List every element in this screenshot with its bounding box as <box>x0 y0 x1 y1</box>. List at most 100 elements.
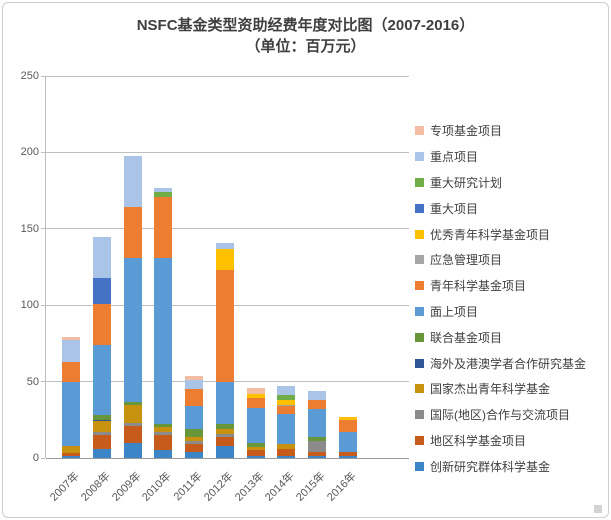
bar-segment-2012年-青年科学基金项目[interactable] <box>215 270 234 382</box>
bar-segment-2015年-重点项目[interactable] <box>308 390 326 400</box>
bar-segment-2007年-重点项目[interactable] <box>62 340 80 362</box>
legend-item-地区科学基金项目[interactable]: 地区科学基金项目 <box>415 428 605 454</box>
bar-segment-2016年-青年科学基金项目[interactable] <box>338 419 357 433</box>
legend-item-海外及港澳学者合作研究基金[interactable]: 海外及港澳学者合作研究基金 <box>415 350 605 376</box>
bar-segment-2013年-国家杰出青年科学基金[interactable] <box>246 447 265 451</box>
bar-segment-2010年-创新研究群体科学基金[interactable] <box>154 450 173 458</box>
bar-segment-2010年-重点项目[interactable] <box>154 187 173 193</box>
legend-item-青年科学基金项目[interactable]: 青年科学基金项目 <box>415 273 605 299</box>
bar-segment-2011年-青年科学基金项目[interactable] <box>185 389 203 407</box>
bar-segment-2008年-重点项目[interactable] <box>92 236 111 278</box>
bar-segment-2014年-应急管理项目[interactable] <box>277 404 296 407</box>
bar-segment-2016年-面上项目[interactable] <box>338 432 357 452</box>
bar-segment-2013年-专项基金项目[interactable] <box>246 387 265 394</box>
legend-item-面上项目[interactable]: 面上项目 <box>415 299 605 325</box>
bar-segment-2012年-面上项目[interactable] <box>215 381 234 425</box>
bar-segment-2015年-国际(地区)合作与交流项目[interactable] <box>308 441 326 452</box>
bar-segment-2015年-面上项目[interactable] <box>308 409 326 437</box>
bar-segment-2015年-青年科学基金项目[interactable] <box>308 399 326 410</box>
bar-segment-2015年-创新研究群体科学基金[interactable] <box>308 456 326 458</box>
bar-segment-2013年-青年科学基金项目[interactable] <box>246 398 265 408</box>
bar-segment-2008年-创新研究群体科学基金[interactable] <box>92 448 111 458</box>
bar-segment-2011年-创新研究群体科学基金[interactable] <box>185 451 203 458</box>
bar-segment-2016年-地区科学基金项目[interactable] <box>338 451 357 457</box>
bar-segment-2013年-优秀青年科学基金项目[interactable] <box>246 393 265 399</box>
legend-item-优秀青年科学基金项目[interactable]: 优秀青年科学基金项目 <box>415 221 605 247</box>
bar-segment-2009年-国际(地区)合作与交流项目[interactable] <box>123 422 142 426</box>
bar-segment-2010年-国际(地区)合作与交流项目[interactable] <box>154 432 173 436</box>
bar-segment-2007年-国家杰出青年科学基金[interactable] <box>62 445 80 454</box>
bar-segment-2011年-国家杰出青年科学基金[interactable] <box>185 436 203 442</box>
bar-segment-2012年-重点项目[interactable] <box>215 242 234 249</box>
bar-segment-2010年-重大研究计划[interactable] <box>154 192 173 197</box>
bar-segment-2007年-青年科学基金项目[interactable] <box>62 361 80 382</box>
bar-segment-2010年-面上项目[interactable] <box>154 257 173 425</box>
bar-segment-2008年-重大项目[interactable] <box>92 277 111 304</box>
bar-segment-2009年-青年科学基金项目[interactable] <box>123 207 142 258</box>
bar-segment-2011年-专项基金项目[interactable] <box>185 375 203 381</box>
bar-segment-2008年-面上项目[interactable] <box>92 344 111 416</box>
bar-segment-2012年-创新研究群体科学基金[interactable] <box>215 445 234 458</box>
bar-segment-2014年-创新研究群体科学基金[interactable] <box>277 456 296 458</box>
bar-segment-2013年-创新研究群体科学基金[interactable] <box>246 456 265 458</box>
bar-segment-2010年-地区科学基金项目[interactable] <box>154 435 173 451</box>
bar-2016年 <box>338 416 357 458</box>
corner-artifact <box>594 505 602 513</box>
bar-segment-2009年-联合基金项目[interactable] <box>123 401 142 405</box>
bar-segment-2012年-优秀青年科学基金项目[interactable] <box>215 248 234 271</box>
bar-segment-2007年-专项基金项目[interactable] <box>62 337 80 341</box>
bar-segment-2012年-联合基金项目[interactable] <box>215 424 234 429</box>
bar-segment-2010年-青年科学基金项目[interactable] <box>154 196 173 258</box>
bar-segment-2011年-重点项目[interactable] <box>185 380 203 390</box>
bar-segment-2008年-地区科学基金项目[interactable] <box>92 435 111 449</box>
bar-segment-2011年-地区科学基金项目[interactable] <box>185 444 203 452</box>
bar-segment-2011年-面上项目[interactable] <box>185 406 203 430</box>
legend-item-国家杰出青年科学基金[interactable]: 国家杰出青年科学基金 <box>415 376 605 402</box>
bar-segment-2012年-国际(地区)合作与交流项目[interactable] <box>215 433 234 437</box>
bar-segment-2016年-创新研究群体科学基金[interactable] <box>338 456 357 458</box>
bar-segment-2009年-面上项目[interactable] <box>123 257 142 402</box>
bar-segment-2008年-青年科学基金项目[interactable] <box>92 303 111 345</box>
y-axis-label-100: 100 <box>20 299 39 312</box>
bar-segment-2016年-优秀青年科学基金项目[interactable] <box>338 416 357 420</box>
bar-segment-2015年-联合基金项目[interactable] <box>308 436 326 442</box>
bar-segment-2011年-联合基金项目[interactable] <box>185 429 203 437</box>
legend-item-联合基金项目[interactable]: 联合基金项目 <box>415 324 605 350</box>
legend-item-国际(地区)合作与交流项目[interactable]: 国际(地区)合作与交流项目 <box>415 402 605 428</box>
bar-segment-2013年-地区科学基金项目[interactable] <box>246 450 265 457</box>
bar-segment-2009年-国家杰出青年科学基金[interactable] <box>123 404 142 423</box>
bar-segment-2009年-重点项目[interactable] <box>123 155 142 208</box>
bar-segment-2007年-地区科学基金项目[interactable] <box>62 453 80 457</box>
bar-segment-2011年-国际(地区)合作与交流项目[interactable] <box>185 441 203 445</box>
bar-2012年 <box>215 242 234 458</box>
bar-segment-2014年-国家杰出青年科学基金[interactable] <box>277 444 296 449</box>
bar-segment-2008年-国际(地区)合作与交流项目[interactable] <box>92 432 111 436</box>
bar-segment-2007年-创新研究群体科学基金[interactable] <box>62 456 80 458</box>
bar-segment-2014年-地区科学基金项目[interactable] <box>277 448 296 457</box>
bar-segment-2008年-海外及港澳学者合作研究基金[interactable] <box>92 419 111 422</box>
bar-segment-2009年-创新研究群体科学基金[interactable] <box>123 442 142 458</box>
legend-item-应急管理项目[interactable]: 应急管理项目 <box>415 247 605 273</box>
bar-segment-2014年-重点项目[interactable] <box>277 386 296 396</box>
bar-segment-2008年-联合基金项目[interactable] <box>92 415 111 420</box>
bar-segment-2012年-国家杰出青年科学基金[interactable] <box>215 429 234 434</box>
legend-item-创新研究群体科学基金[interactable]: 创新研究群体科学基金 <box>415 453 605 479</box>
legend-item-重大研究计划[interactable]: 重大研究计划 <box>415 170 605 196</box>
legend-item-重大项目[interactable]: 重大项目 <box>415 195 605 221</box>
legend-item-重点项目[interactable]: 重点项目 <box>415 144 605 170</box>
bar-segment-2015年-地区科学基金项目[interactable] <box>308 451 326 457</box>
bar-segment-2014年-面上项目[interactable] <box>277 413 296 445</box>
bar-segment-2014年-青年科学基金项目[interactable] <box>277 406 296 414</box>
bar-segment-2014年-重大研究计划[interactable] <box>277 395 296 401</box>
bar-segment-2007年-面上项目[interactable] <box>62 381 80 446</box>
bar-segment-2008年-国家杰出青年科学基金[interactable] <box>92 421 111 433</box>
bar-segment-2010年-国家杰出青年科学基金[interactable] <box>154 427 173 433</box>
y-tick-200 <box>41 151 45 153</box>
bar-segment-2009年-地区科学基金项目[interactable] <box>123 425 142 443</box>
bar-segment-2013年-面上项目[interactable] <box>246 407 265 443</box>
bar-segment-2012年-地区科学基金项目[interactable] <box>215 436 234 446</box>
bar-segment-2013年-联合基金项目[interactable] <box>246 442 265 448</box>
bar-segment-2010年-联合基金项目[interactable] <box>154 424 173 428</box>
legend-item-专项基金项目[interactable]: 专项基金项目 <box>415 118 605 144</box>
bar-segment-2014年-优秀青年科学基金项目[interactable] <box>277 400 296 405</box>
